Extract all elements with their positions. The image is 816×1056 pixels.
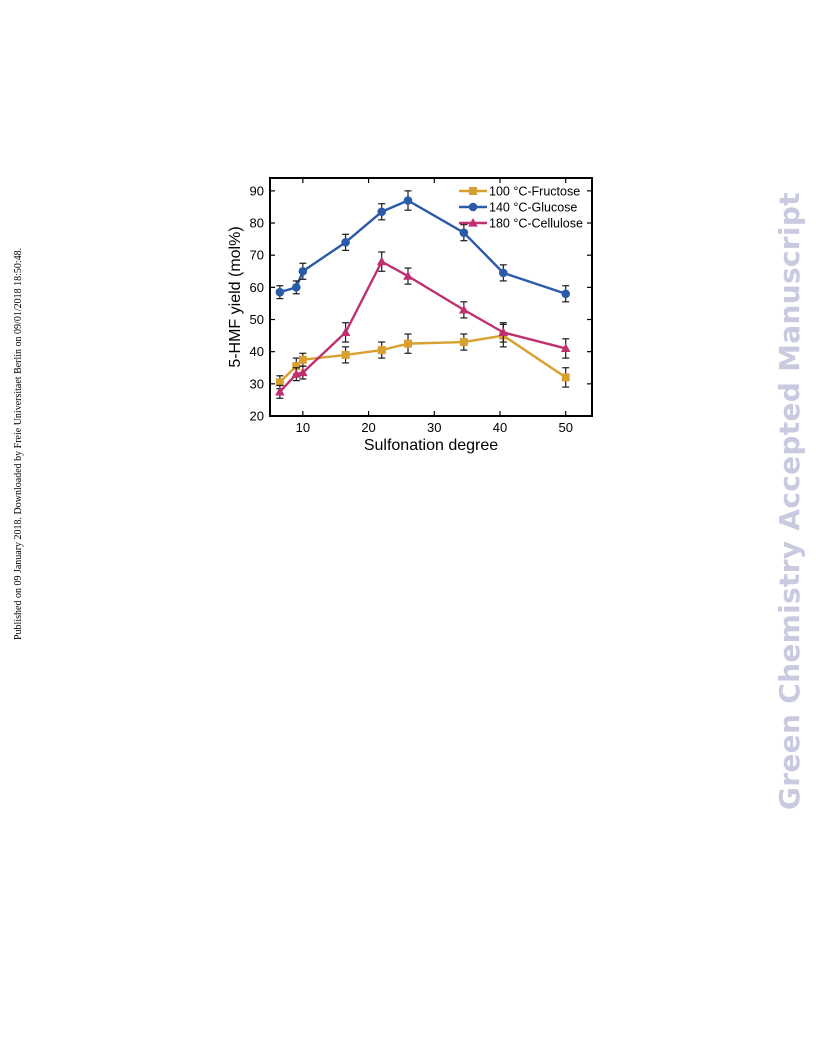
data-point [275,287,285,297]
series-layer [275,190,571,399]
series-0 [275,323,570,390]
legend-entry-2: 180 °C-Cellulose [459,217,583,231]
legend-entry-0: 100 °C-Fructose [459,185,580,199]
data-point [341,350,350,359]
y-axis-title: 5-HMF yield (mol%) [227,226,244,367]
series-line [279,199,567,295]
y-tick-label: 40 [250,344,264,359]
series-line [278,260,567,393]
legend: 100 °C-Fructose 140 °C-Glucose 180 °C-Cell… [459,185,583,231]
y-tick-label: 50 [250,312,264,327]
y-tick-label: 30 [250,376,264,391]
data-point [376,256,387,266]
y-tick-label: 70 [250,248,264,263]
data-point [459,338,468,347]
plot-frame [269,177,593,417]
data-point [560,343,571,353]
data-point [298,266,308,276]
data-point [377,207,387,217]
data-point [298,367,308,377]
data-point [498,268,508,278]
x-tick-label: 40 [493,420,507,435]
legend-entry-1: 140 °C-Glucose [459,201,577,215]
legend-label: 180 °C-Cellulose [489,217,583,231]
y-tick-label: 90 [250,183,264,198]
x-tick-label: 50 [558,420,572,435]
data-point [403,271,413,280]
data-point [498,327,509,336]
legend-swatch-marker [468,218,478,227]
data-point [341,238,350,247]
data-point [561,289,571,299]
data-point [459,228,469,237]
data-point [292,362,301,371]
series-2 [275,251,571,399]
x-tick-label: 10 [296,420,310,435]
legend-label: 100 °C-Fructose [489,185,580,199]
y-tick-label: 80 [250,216,264,231]
data-point [340,327,351,336]
data-point [298,355,307,364]
series-1 [275,190,571,303]
x-tick-label: 30 [427,420,441,435]
y-tick-label: 20 [250,409,264,424]
legend-swatch-marker [468,202,478,212]
axes-ticks: 10 20 30 40 50 20 30 40 50 60 70 80 90 [250,178,592,435]
y-tick-label: 60 [250,280,264,295]
data-point [377,346,386,355]
data-point [403,196,413,205]
data-point [275,386,285,396]
legend-swatch-marker [469,187,477,195]
data-point [291,283,301,292]
data-point [561,373,570,382]
series-line [279,334,567,384]
x-tick-label: 20 [361,420,375,435]
x-axis-title: Sulfonation degree [364,437,498,454]
data-point [275,378,284,387]
data-point [459,304,469,314]
legend-label: 140 °C-Glucose [489,201,577,215]
data-point [404,339,412,348]
